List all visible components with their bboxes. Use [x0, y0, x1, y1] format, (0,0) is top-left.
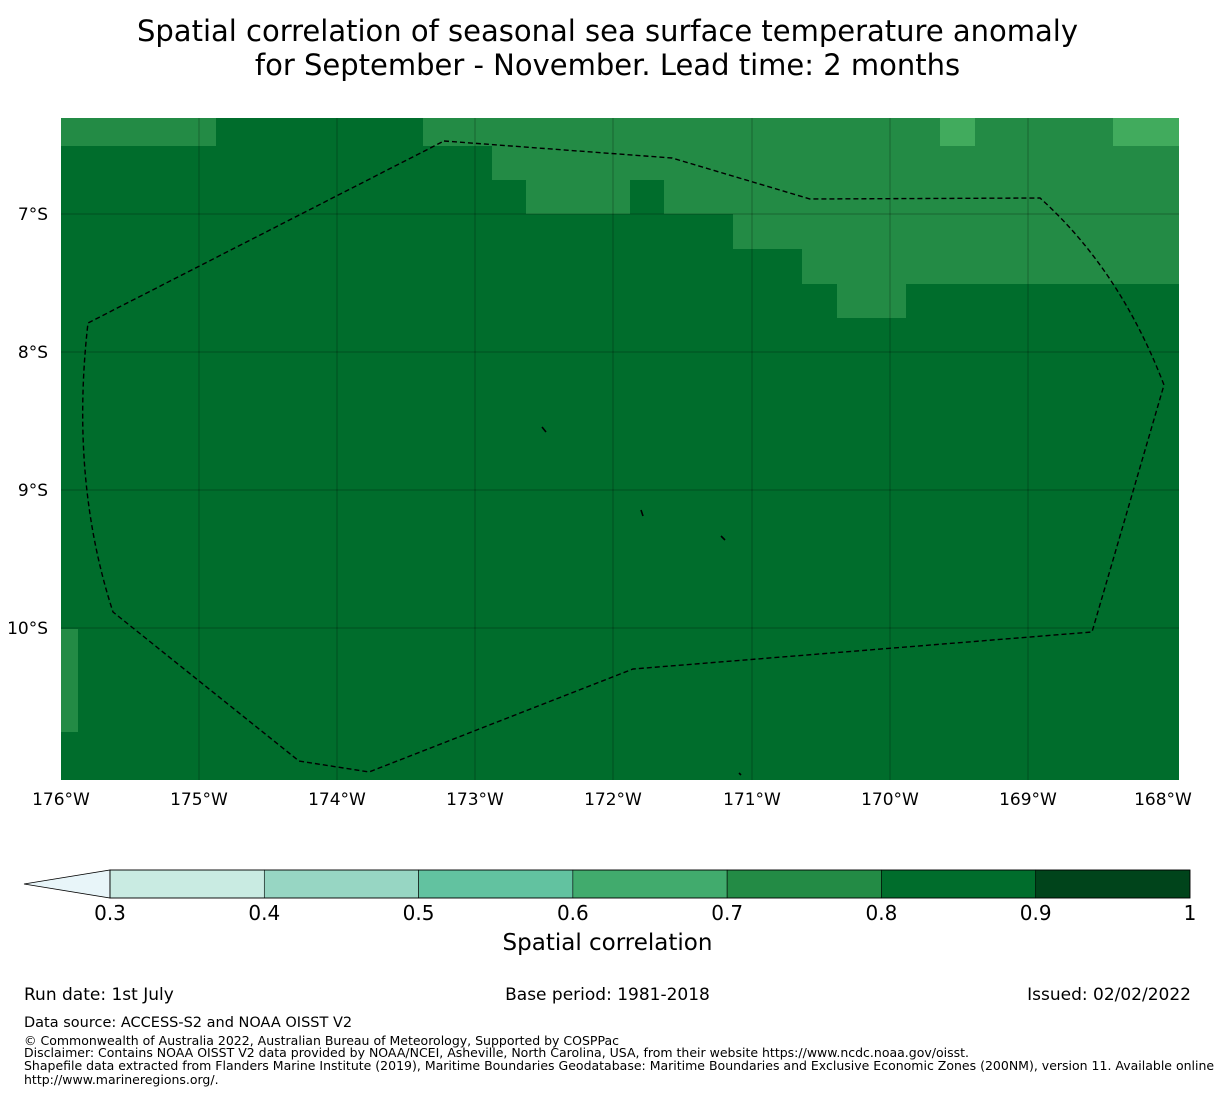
cell-block	[526, 180, 630, 214]
map-figure: 7°S 8°S 9°S 10°S 176°W 175°W 174°W 173°W…	[7, 118, 1196, 925]
correlation-cells-0-7	[61, 118, 1179, 732]
latitude-labels: 7°S 8°S 9°S 10°S	[7, 205, 48, 639]
island-marker	[738, 772, 742, 776]
colorbar-segment	[1035, 869, 1191, 899]
cell-block	[940, 118, 975, 146]
cell-block	[492, 146, 1179, 180]
title-line-1: Spatial correlation of seasonal sea surf…	[136, 14, 1079, 48]
copyright-text: © Commonwealth of Australia 2022, Austra…	[24, 1033, 619, 1048]
lon-label: 174°W	[308, 790, 366, 810]
colorbar-tick-label: 0.9	[1020, 901, 1052, 925]
island-marker	[640, 509, 644, 517]
cell-block	[664, 180, 1179, 214]
lon-label: 171°W	[723, 790, 781, 810]
lat-label: 7°S	[18, 205, 48, 225]
title-line-2: for September - November. Lead time: 2 m…	[254, 48, 961, 82]
colorbar-segment	[726, 869, 882, 899]
colorbar-tick-label: 0.7	[711, 901, 743, 925]
colorbar-segments	[109, 869, 1191, 899]
colorbar-outline	[109, 869, 1191, 899]
shapefile-credit-line-1: Shapefile data extracted from Flanders M…	[24, 1058, 1215, 1073]
colorbar-segment	[109, 869, 265, 899]
island-marker	[541, 426, 547, 433]
colorbar-label: Spatial correlation	[502, 930, 713, 956]
cell-block	[423, 118, 1179, 146]
islands	[541, 426, 742, 776]
cell-block	[630, 180, 664, 214]
colorbar-tick-label: 0.4	[248, 901, 280, 925]
colorbar-tick-label: 0.3	[94, 901, 126, 925]
lat-label: 10°S	[7, 619, 48, 639]
cell-block	[61, 629, 78, 732]
map-title: Spatial correlation of seasonal sea surf…	[0, 14, 1215, 82]
issued-date: Issued: 02/02/2022	[1027, 985, 1191, 1005]
cell-block	[802, 249, 1179, 284]
gridlines	[61, 118, 1179, 780]
disclaimer-text: Disclaimer: Contains NOAA OISST V2 data …	[24, 1045, 969, 1060]
run-date: Run date: 1st July	[24, 985, 174, 1005]
lat-label: 8°S	[18, 343, 48, 363]
colorbar-tick-label: 1	[1184, 901, 1197, 925]
lon-label: 168°W	[1134, 790, 1192, 810]
lon-label: 173°W	[446, 790, 504, 810]
colorbar-tick-labels: 0.3 0.4 0.5 0.6 0.7 0.8 0.9 1	[94, 901, 1196, 925]
lon-label: 172°W	[584, 790, 642, 810]
colorbar-segment	[881, 869, 1037, 899]
lon-label: 175°W	[170, 790, 228, 810]
shapefile-credit-line-2: http://www.marineregions.org/.	[24, 1072, 219, 1087]
correlation-cells-0-6	[940, 118, 1179, 146]
base-period: Base period: 1981-2018	[505, 985, 710, 1005]
cell-block	[61, 118, 216, 146]
colorbar-segment	[418, 869, 574, 899]
colorbar-tick-label: 0.6	[557, 901, 589, 925]
cell-block	[1113, 118, 1179, 146]
island-marker	[720, 535, 726, 541]
colorbar-tick-label: 0.8	[866, 901, 898, 925]
colorbar-segment	[263, 869, 419, 899]
longitude-labels: 176°W 175°W 174°W 173°W 172°W 171°W 170°…	[32, 790, 1192, 810]
cell-block	[733, 214, 1179, 249]
colorbar-extend-arrow	[23, 869, 111, 899]
eez-boundary	[82, 140, 1165, 773]
data-source: Data source: ACCESS-S2 and NOAA OISST V2	[24, 1015, 353, 1031]
lon-label: 170°W	[861, 790, 919, 810]
lat-label: 9°S	[18, 481, 48, 501]
colorbar-segment	[572, 869, 728, 899]
colorbar-tick-label: 0.5	[403, 901, 435, 925]
cell-block	[837, 284, 906, 318]
lon-label: 176°W	[32, 790, 90, 810]
lon-label: 169°W	[999, 790, 1057, 810]
colorbar: 0.3 0.4 0.5 0.6 0.7 0.8 0.9 1	[23, 869, 1196, 925]
